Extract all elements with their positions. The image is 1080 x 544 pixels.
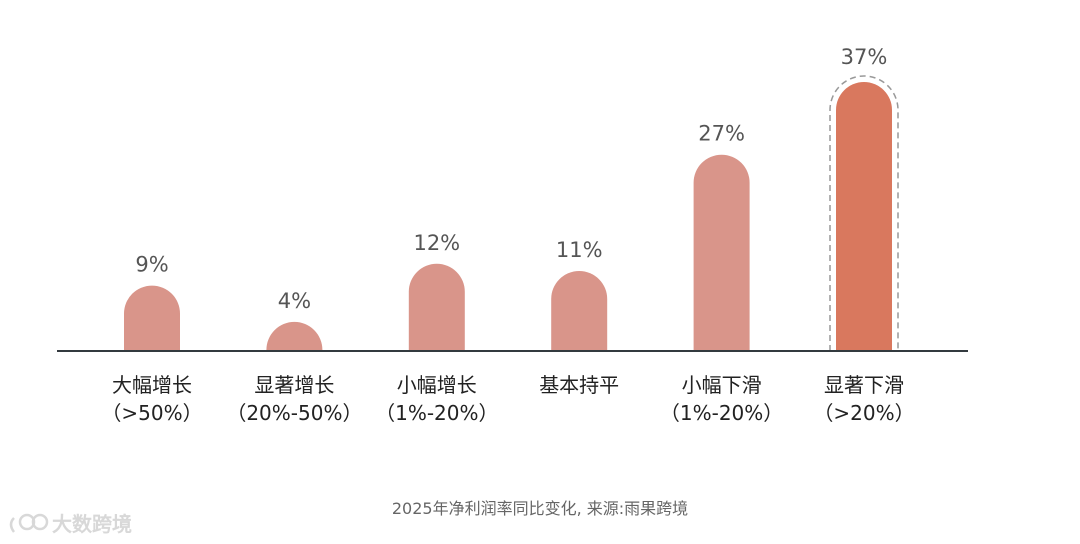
value-label-3: 11%	[556, 238, 603, 262]
value-label-1: 4%	[278, 289, 311, 313]
highlight-outline	[829, 75, 899, 352]
category-sublabel-0: （>50%）	[101, 401, 202, 425]
bar-5	[836, 82, 892, 351]
watermark: 大数跨境	[9, 512, 132, 536]
category-sublabel-1: （20%-50%）	[226, 401, 362, 425]
value-label-4: 27%	[698, 122, 745, 146]
chart-caption: 2025年净利润率同比变化, 来源:雨果跨境	[392, 499, 688, 518]
category-sublabel-4: （1%-20%）	[660, 401, 783, 425]
category-label-0: 大幅增长	[112, 373, 192, 397]
watermark-text: 大数跨境	[52, 512, 132, 536]
bars-layer	[124, 75, 899, 352]
category-label-5: 显著下滑	[824, 373, 904, 397]
bar-3	[551, 271, 608, 351]
value-label-2: 12%	[413, 231, 460, 255]
value-labels-layer: 9% 4% 12% 11% 27% 37%	[135, 45, 887, 313]
category-label-3: 基本持平	[539, 373, 619, 397]
category-sublabel-5: （>20%）	[813, 401, 914, 425]
category-label-4: 小幅下滑	[682, 373, 762, 397]
bar-1	[266, 321, 323, 351]
bar-2	[408, 263, 465, 351]
category-sublabel-2: （1%-20%）	[375, 401, 498, 425]
bar-4	[693, 154, 750, 351]
value-label-0: 9%	[135, 253, 168, 277]
category-label-1: 显著增长	[254, 373, 334, 397]
brand-logo-icon	[9, 513, 49, 533]
category-label-2: 小幅增长	[397, 373, 477, 397]
category-labels-layer: 大幅增长 （>50%） 显著增长 （20%-50%） 小幅增长 （1%-20%） 基本持平 小…	[101, 373, 914, 425]
bar-0	[124, 285, 180, 351]
value-label-5: 37%	[841, 45, 888, 69]
